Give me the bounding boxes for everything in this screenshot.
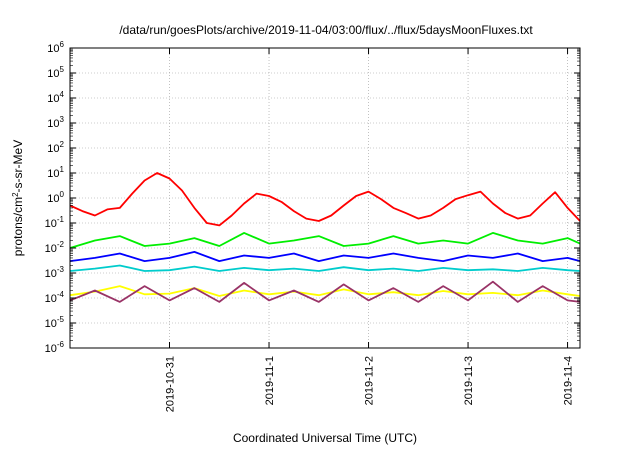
y-tick-label: 10-4 bbox=[45, 290, 65, 305]
series-line-2 bbox=[69, 231, 581, 249]
y-axis: 10-610-510-410-310-210-11001011021031041… bbox=[45, 40, 580, 355]
x-tick-label: 2019-11-4 bbox=[563, 356, 575, 405]
x-axis: 2019-10-31 2019-11-1 2019-11-2 2019-11-3 201… bbox=[165, 48, 575, 412]
y-tick-label-exponent: 3 bbox=[60, 115, 65, 124]
y-tick-label-exponent: -6 bbox=[57, 340, 65, 349]
y-axis-label: protons/cm2-s-sr-MeV bbox=[11, 140, 26, 256]
y-tick-label-exponent: -4 bbox=[57, 290, 65, 299]
y-tick-label-base: 10 bbox=[47, 93, 59, 105]
y-tick-label-base: 10 bbox=[45, 218, 57, 230]
x-axis-label: Coordinated Universal Time (UTC) bbox=[233, 431, 417, 445]
y-tick-label: 100 bbox=[47, 190, 64, 205]
y-tick-label-exponent: 1 bbox=[60, 165, 65, 174]
y-tick-label-base: 10 bbox=[47, 143, 59, 155]
y-tick-label: 10-2 bbox=[45, 240, 65, 255]
y-tick-label: 10-3 bbox=[45, 265, 65, 280]
series-line-4 bbox=[69, 264, 581, 272]
chart-title: /data/run/goesPlots/archive/2019-11-04/0… bbox=[119, 23, 533, 37]
y-tick-label-base: 10 bbox=[45, 268, 57, 280]
y-tick-label-base: 10 bbox=[45, 318, 57, 330]
y-tick-label-exponent: -3 bbox=[57, 265, 65, 274]
x-tick-label: 2019-10-31 bbox=[165, 356, 177, 412]
y-tick-label-base: 10 bbox=[45, 243, 57, 255]
y-tick-label-base: 10 bbox=[47, 68, 59, 80]
series-line-3 bbox=[69, 250, 581, 263]
y-tick-label-exponent: -2 bbox=[57, 240, 65, 249]
y-tick-label-exponent: -5 bbox=[57, 315, 65, 324]
y-tick-label-exponent: 2 bbox=[60, 140, 65, 149]
x-tick-label: 2019-11-2 bbox=[364, 356, 376, 405]
y-tick-label: 10-1 bbox=[45, 215, 65, 230]
y-tick-label: 105 bbox=[47, 65, 64, 80]
grid-layer bbox=[70, 48, 580, 348]
series-line-1 bbox=[69, 172, 581, 227]
y-tick-label: 103 bbox=[47, 115, 64, 130]
y-tick-label-exponent: 0 bbox=[60, 190, 65, 199]
y-tick-label: 10-6 bbox=[45, 340, 65, 355]
y-tick-label-base: 10 bbox=[47, 193, 59, 205]
y-axis-label-rest: -s-sr-MeV bbox=[11, 140, 25, 193]
y-tick-label-base: 10 bbox=[45, 293, 57, 305]
y-tick-label: 101 bbox=[47, 165, 64, 180]
y-tick-label-exponent: 5 bbox=[60, 65, 65, 74]
y-tick-label-exponent: 4 bbox=[60, 90, 65, 99]
y-tick-label-base: 10 bbox=[47, 168, 59, 180]
y-tick-label: 102 bbox=[47, 140, 64, 155]
y-tick-label: 104 bbox=[47, 90, 64, 105]
y-tick-label-base: 10 bbox=[47, 43, 59, 55]
x-tick-label: 2019-11-3 bbox=[463, 356, 475, 405]
y-tick-label-exponent: 6 bbox=[60, 40, 65, 49]
y-tick-label: 10-5 bbox=[45, 315, 65, 330]
y-tick-label-base: 10 bbox=[45, 343, 57, 355]
x-tick-label: 2019-11-1 bbox=[264, 356, 276, 405]
y-axis-label-sup: 2 bbox=[11, 192, 20, 197]
series-layer bbox=[69, 172, 581, 303]
y-tick-label-exponent: -1 bbox=[57, 215, 65, 224]
y-tick-label: 106 bbox=[47, 40, 64, 55]
series-line-6 bbox=[69, 280, 581, 303]
y-tick-label-base: 10 bbox=[47, 118, 59, 130]
y-axis-label-base: protons/cm bbox=[11, 197, 25, 256]
